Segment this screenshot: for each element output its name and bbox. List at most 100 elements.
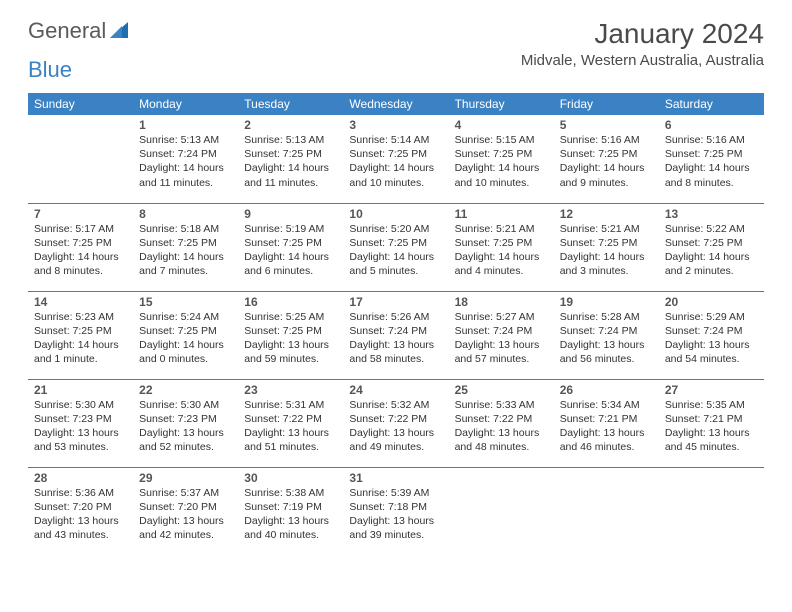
day-number: 9 [244,207,337,221]
day-header-row: Sunday Monday Tuesday Wednesday Thursday… [28,93,764,115]
day-number: 4 [455,118,548,132]
calendar-cell: 16Sunrise: 5:25 AMSunset: 7:25 PMDayligh… [238,291,343,379]
calendar-table: Sunday Monday Tuesday Wednesday Thursday… [28,93,764,555]
calendar-cell: 7Sunrise: 5:17 AMSunset: 7:25 PMDaylight… [28,203,133,291]
sun-info: Sunrise: 5:16 AMSunset: 7:25 PMDaylight:… [665,133,758,190]
calendar-cell: 15Sunrise: 5:24 AMSunset: 7:25 PMDayligh… [133,291,238,379]
sun-info: Sunrise: 5:21 AMSunset: 7:25 PMDaylight:… [560,222,653,279]
calendar-cell: 14Sunrise: 5:23 AMSunset: 7:25 PMDayligh… [28,291,133,379]
logo: General [28,18,132,44]
sun-info: Sunrise: 5:13 AMSunset: 7:25 PMDaylight:… [244,133,337,190]
sun-info: Sunrise: 5:30 AMSunset: 7:23 PMDaylight:… [34,398,127,455]
sun-info: Sunrise: 5:29 AMSunset: 7:24 PMDaylight:… [665,310,758,367]
sun-info: Sunrise: 5:36 AMSunset: 7:20 PMDaylight:… [34,486,127,543]
sun-info: Sunrise: 5:24 AMSunset: 7:25 PMDaylight:… [139,310,232,367]
day-number: 12 [560,207,653,221]
day-number: 15 [139,295,232,309]
calendar-cell: 18Sunrise: 5:27 AMSunset: 7:24 PMDayligh… [449,291,554,379]
calendar-cell: 10Sunrise: 5:20 AMSunset: 7:25 PMDayligh… [343,203,448,291]
calendar-cell: 31Sunrise: 5:39 AMSunset: 7:18 PMDayligh… [343,467,448,555]
sun-info: Sunrise: 5:38 AMSunset: 7:19 PMDaylight:… [244,486,337,543]
calendar-cell: 20Sunrise: 5:29 AMSunset: 7:24 PMDayligh… [659,291,764,379]
calendar-cell: 30Sunrise: 5:38 AMSunset: 7:19 PMDayligh… [238,467,343,555]
sun-info: Sunrise: 5:26 AMSunset: 7:24 PMDaylight:… [349,310,442,367]
day-number: 11 [455,207,548,221]
calendar-row: 21Sunrise: 5:30 AMSunset: 7:23 PMDayligh… [28,379,764,467]
location: Midvale, Western Australia, Australia [521,52,764,69]
sun-info: Sunrise: 5:25 AMSunset: 7:25 PMDaylight:… [244,310,337,367]
calendar-cell: 13Sunrise: 5:22 AMSunset: 7:25 PMDayligh… [659,203,764,291]
day-number: 30 [244,471,337,485]
day-number: 6 [665,118,758,132]
calendar-cell: 17Sunrise: 5:26 AMSunset: 7:24 PMDayligh… [343,291,448,379]
sun-info: Sunrise: 5:30 AMSunset: 7:23 PMDaylight:… [139,398,232,455]
day-number: 26 [560,383,653,397]
day-number: 24 [349,383,442,397]
sun-info: Sunrise: 5:27 AMSunset: 7:24 PMDaylight:… [455,310,548,367]
day-number: 2 [244,118,337,132]
logo-word-2: Blue [28,57,72,82]
calendar-cell [449,467,554,555]
calendar-cell: 29Sunrise: 5:37 AMSunset: 7:20 PMDayligh… [133,467,238,555]
calendar-cell: 25Sunrise: 5:33 AMSunset: 7:22 PMDayligh… [449,379,554,467]
sun-info: Sunrise: 5:16 AMSunset: 7:25 PMDaylight:… [560,133,653,190]
calendar-cell [28,115,133,203]
day-header: Thursday [449,93,554,115]
sun-info: Sunrise: 5:18 AMSunset: 7:25 PMDaylight:… [139,222,232,279]
calendar-row: 28Sunrise: 5:36 AMSunset: 7:20 PMDayligh… [28,467,764,555]
sun-info: Sunrise: 5:22 AMSunset: 7:25 PMDaylight:… [665,222,758,279]
logo-sail-icon [110,22,132,40]
calendar-cell: 8Sunrise: 5:18 AMSunset: 7:25 PMDaylight… [133,203,238,291]
calendar-cell: 6Sunrise: 5:16 AMSunset: 7:25 PMDaylight… [659,115,764,203]
day-header: Sunday [28,93,133,115]
month-title: January 2024 [521,18,764,50]
sun-info: Sunrise: 5:34 AMSunset: 7:21 PMDaylight:… [560,398,653,455]
day-number: 13 [665,207,758,221]
day-header: Wednesday [343,93,448,115]
day-number: 27 [665,383,758,397]
calendar-cell: 4Sunrise: 5:15 AMSunset: 7:25 PMDaylight… [449,115,554,203]
day-number: 8 [139,207,232,221]
sun-info: Sunrise: 5:33 AMSunset: 7:22 PMDaylight:… [455,398,548,455]
sun-info: Sunrise: 5:19 AMSunset: 7:25 PMDaylight:… [244,222,337,279]
calendar-cell: 27Sunrise: 5:35 AMSunset: 7:21 PMDayligh… [659,379,764,467]
calendar-cell: 23Sunrise: 5:31 AMSunset: 7:22 PMDayligh… [238,379,343,467]
title-block: January 2024 Midvale, Western Australia,… [521,18,764,69]
day-header: Monday [133,93,238,115]
day-header: Tuesday [238,93,343,115]
day-number: 25 [455,383,548,397]
sun-info: Sunrise: 5:28 AMSunset: 7:24 PMDaylight:… [560,310,653,367]
calendar-row: 1Sunrise: 5:13 AMSunset: 7:24 PMDaylight… [28,115,764,203]
day-number: 21 [34,383,127,397]
calendar-cell [659,467,764,555]
calendar-cell: 11Sunrise: 5:21 AMSunset: 7:25 PMDayligh… [449,203,554,291]
sun-info: Sunrise: 5:37 AMSunset: 7:20 PMDaylight:… [139,486,232,543]
calendar-cell [554,467,659,555]
day-number: 22 [139,383,232,397]
day-header: Friday [554,93,659,115]
calendar-cell: 1Sunrise: 5:13 AMSunset: 7:24 PMDaylight… [133,115,238,203]
day-number: 16 [244,295,337,309]
calendar-cell: 21Sunrise: 5:30 AMSunset: 7:23 PMDayligh… [28,379,133,467]
sun-info: Sunrise: 5:21 AMSunset: 7:25 PMDaylight:… [455,222,548,279]
sun-info: Sunrise: 5:20 AMSunset: 7:25 PMDaylight:… [349,222,442,279]
sun-info: Sunrise: 5:35 AMSunset: 7:21 PMDaylight:… [665,398,758,455]
calendar-cell: 19Sunrise: 5:28 AMSunset: 7:24 PMDayligh… [554,291,659,379]
logo-word-1: General [28,18,106,44]
day-number: 28 [34,471,127,485]
sun-info: Sunrise: 5:15 AMSunset: 7:25 PMDaylight:… [455,133,548,190]
day-number: 17 [349,295,442,309]
sun-info: Sunrise: 5:39 AMSunset: 7:18 PMDaylight:… [349,486,442,543]
calendar-cell: 22Sunrise: 5:30 AMSunset: 7:23 PMDayligh… [133,379,238,467]
day-number: 19 [560,295,653,309]
day-number: 3 [349,118,442,132]
calendar-cell: 9Sunrise: 5:19 AMSunset: 7:25 PMDaylight… [238,203,343,291]
sun-info: Sunrise: 5:31 AMSunset: 7:22 PMDaylight:… [244,398,337,455]
day-number: 20 [665,295,758,309]
calendar-cell: 2Sunrise: 5:13 AMSunset: 7:25 PMDaylight… [238,115,343,203]
sun-info: Sunrise: 5:23 AMSunset: 7:25 PMDaylight:… [34,310,127,367]
day-number: 1 [139,118,232,132]
day-number: 23 [244,383,337,397]
day-number: 7 [34,207,127,221]
day-number: 10 [349,207,442,221]
